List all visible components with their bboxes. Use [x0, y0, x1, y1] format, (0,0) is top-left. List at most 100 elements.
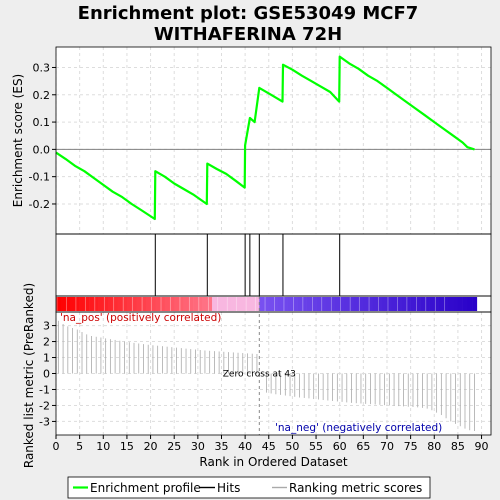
color-bar-segment	[65, 297, 71, 311]
color-bar-segment	[254, 297, 260, 311]
color-bar-segment	[391, 297, 397, 311]
color-bar-segment	[70, 297, 76, 311]
color-bar-segment	[424, 297, 430, 311]
color-bar-segment	[155, 297, 161, 311]
color-bar-segment	[230, 297, 236, 311]
color-bar-segment	[363, 297, 369, 311]
color-bar-segment	[353, 297, 359, 311]
color-bar-segment	[197, 297, 203, 311]
color-bar-segment	[358, 297, 364, 311]
x-tick-label: 0	[53, 440, 60, 453]
rank-y-tick-label: -1	[39, 383, 50, 396]
color-bar-segment	[467, 297, 473, 311]
x-tick-label: 70	[380, 440, 394, 453]
es-y-tick-label: -0.1	[29, 171, 50, 184]
x-tick-label: 40	[238, 440, 252, 453]
color-bar-segment	[448, 297, 454, 311]
color-bar-segment	[434, 297, 440, 311]
color-bar-segment	[311, 297, 317, 311]
x-tick-label: 90	[475, 440, 489, 453]
color-bar-segment	[74, 297, 80, 311]
legend-box	[67, 476, 431, 499]
color-bar-segment	[141, 297, 147, 311]
color-bar-segment	[160, 297, 166, 311]
color-bar-segment	[112, 297, 118, 311]
color-bar-segment	[405, 297, 411, 311]
positive-correlation-label: 'na_pos' (positively correlated)	[60, 312, 221, 324]
color-bar-segment	[98, 297, 104, 311]
x-axis-label: Rank in Ordered Dataset	[199, 455, 347, 469]
color-bar-segment	[410, 297, 416, 311]
color-bar-segment	[103, 297, 109, 311]
color-bar-segment	[221, 297, 227, 311]
rank-y-tick-label: 3	[43, 320, 50, 333]
color-bar-segment	[145, 297, 151, 311]
x-tick-label: 55	[309, 440, 323, 453]
color-bar-segment	[150, 297, 156, 311]
x-tick-label: 60	[333, 440, 347, 453]
x-tick-label: 80	[427, 440, 441, 453]
x-tick-label: 10	[96, 440, 110, 453]
color-bar-segment	[306, 297, 312, 311]
x-tick-label: 35	[214, 440, 228, 453]
x-tick-label: 15	[120, 440, 134, 453]
x-tick-label: 5	[76, 440, 83, 453]
color-bar-segment	[438, 297, 445, 311]
color-bar-segment	[60, 297, 66, 311]
color-bar-segment	[216, 297, 222, 311]
chart-title-line2: WITHAFERINA 72H	[154, 24, 342, 45]
color-bar-segment	[297, 297, 303, 311]
color-bar-segment	[202, 297, 208, 311]
enrichment-profile-line	[55, 55, 475, 221]
color-bar-segment	[368, 297, 374, 311]
color-bar-segment	[226, 297, 232, 311]
color-bar-segment	[334, 297, 340, 311]
es-y-tick-label: 0.1	[33, 116, 51, 129]
color-bar-segment	[377, 297, 383, 311]
color-bar-segment	[382, 297, 388, 311]
color-bar-segment	[245, 297, 251, 311]
color-bar-segment	[89, 297, 95, 311]
x-tick-label: 45	[262, 440, 276, 453]
color-bar-segment	[472, 297, 478, 311]
color-bar-segment	[117, 297, 123, 311]
color-bar-segment	[349, 297, 355, 311]
color-bar-segment	[183, 297, 189, 311]
rank-y-tick-label: 2	[43, 336, 50, 349]
x-tick-label: 85	[451, 440, 465, 453]
color-bar-segment	[122, 297, 128, 311]
color-bar-segment	[462, 297, 468, 311]
color-bar-segment	[136, 297, 142, 311]
color-bar-segment	[453, 297, 459, 311]
color-bar-segment	[84, 297, 90, 311]
color-bar-segment	[93, 297, 99, 311]
color-bar-segment	[316, 297, 322, 311]
rank-y-tick-label: 1	[43, 352, 50, 365]
color-bar-segment	[278, 297, 284, 311]
color-bar-segment	[131, 297, 137, 311]
rank-y-tick-label: -2	[39, 399, 50, 412]
color-bar-segment	[457, 297, 463, 311]
color-bar-segment	[259, 297, 265, 311]
color-bar-segment	[178, 297, 184, 311]
color-bar-segment	[282, 297, 288, 311]
legend-label: Hits	[217, 481, 240, 495]
color-bar-segment	[301, 297, 307, 311]
es-y-tick-label: 0.2	[33, 89, 51, 102]
x-tick-label: 50	[285, 440, 299, 453]
legend-label: Ranking metric scores	[289, 481, 422, 495]
color-bar-segment	[169, 297, 175, 311]
color-bar-segment	[164, 297, 170, 311]
x-tick-label: 65	[356, 440, 370, 453]
color-bar-segment	[292, 297, 298, 311]
color-bar-segment	[396, 297, 402, 311]
color-bar-segment	[264, 297, 270, 311]
color-bar-segment	[344, 297, 350, 311]
color-bar-segment	[320, 297, 326, 311]
color-bar-segment	[420, 297, 426, 311]
es-y-axis-label: Enrichment score (ES)	[11, 74, 25, 207]
es-y-tick-label: 0.0	[33, 143, 51, 156]
color-bar-segment	[273, 297, 279, 311]
x-tick-label: 75	[404, 440, 418, 453]
